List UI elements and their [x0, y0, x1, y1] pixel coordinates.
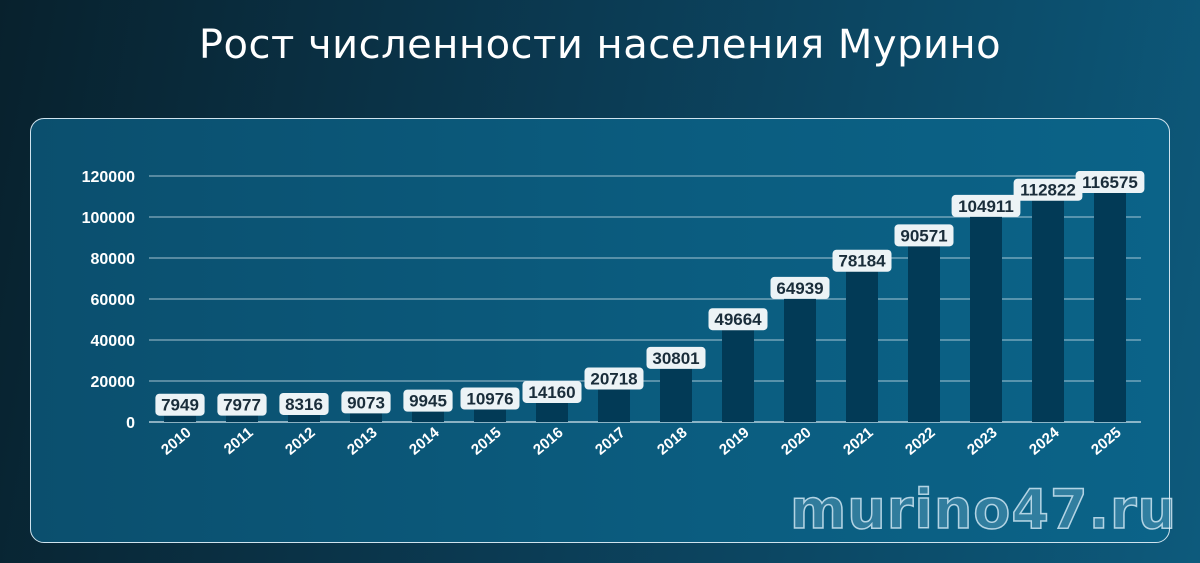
y-tick-label: 60000	[91, 292, 136, 309]
x-tick-label: 2018	[654, 424, 690, 458]
data-label: 7949	[161, 396, 199, 415]
data-label-box	[279, 392, 329, 415]
bar	[660, 358, 692, 422]
data-label: 49664	[714, 310, 762, 329]
y-tick-label: 100000	[82, 210, 135, 227]
x-tick-label: 2014	[406, 424, 443, 459]
x-axis-ticks: 2010 2011 2012 2013 2014 2015 2016 2017 2018 2019…	[158, 424, 1124, 459]
x-tick-label: 2023	[964, 424, 1000, 458]
y-tick-label: 80000	[91, 251, 136, 268]
data-label-box	[155, 393, 205, 416]
bar	[1032, 190, 1064, 422]
x-tick-label: 2022	[902, 424, 938, 458]
bar	[722, 320, 754, 422]
data-label: 112822	[1020, 181, 1076, 200]
chart-title: Рост численности населения Мурино	[198, 22, 1002, 68]
bar	[846, 261, 878, 422]
data-label-box	[646, 346, 706, 369]
data-label: 20718	[590, 370, 637, 389]
data-label: 7977	[223, 396, 261, 415]
x-tick-label: 2015	[468, 424, 504, 458]
data-label: 30801	[652, 349, 699, 368]
data-label: 9945	[409, 392, 447, 411]
bar	[784, 288, 816, 422]
y-tick-label: 40000	[91, 333, 136, 350]
x-tick-label: 2019	[716, 424, 752, 458]
x-tick-label: 2010	[158, 424, 194, 458]
x-tick-label: 2013	[344, 424, 380, 458]
x-tick-label: 2011	[221, 424, 257, 458]
data-label: 104911	[958, 197, 1014, 216]
data-label: 64939	[776, 279, 823, 298]
data-label: 10976	[466, 389, 513, 408]
data-label-box	[403, 389, 453, 412]
data-label: 116575	[1082, 173, 1138, 192]
y-tick-label: 0	[126, 415, 135, 432]
data-label: 78184	[838, 252, 886, 271]
data-label-box	[460, 387, 520, 410]
data-labels: 7949 7977 8316 9073 9945 10976 14160 20718 30801…	[155, 171, 1145, 416]
x-tick-label: 2025	[1088, 424, 1124, 458]
bar	[970, 206, 1002, 422]
data-label-box	[894, 224, 954, 247]
data-label: 8316	[285, 395, 323, 414]
data-label-box	[341, 391, 391, 414]
x-tick-label: 2021	[840, 424, 876, 458]
data-label: 9073	[347, 393, 385, 412]
data-label-box	[770, 276, 830, 299]
x-tick-label: 2020	[778, 424, 814, 458]
data-label-box	[217, 393, 267, 416]
data-label: 14160	[528, 383, 575, 402]
data-label-box	[1075, 171, 1145, 194]
bars	[164, 183, 1126, 422]
chart-panel: 0 20000 40000 60000 80000 100000 120000 2010 20…	[30, 118, 1170, 543]
data-label-box	[951, 194, 1021, 217]
y-axis-ticks: 0 20000 40000 60000 80000 100000 120000	[82, 169, 135, 432]
data-label-box	[584, 367, 644, 390]
data-label: 90571	[900, 226, 947, 245]
data-label-box	[1013, 178, 1083, 201]
data-label-box	[522, 380, 582, 403]
data-label-box	[708, 308, 768, 331]
x-tick-label: 2016	[530, 424, 566, 458]
y-tick-label: 120000	[82, 169, 135, 186]
x-tick-label: 2012	[282, 424, 318, 458]
bar	[1094, 183, 1126, 422]
x-tick-label: 2017	[592, 424, 628, 458]
x-tick-label: 2024	[1026, 424, 1063, 459]
bar	[908, 236, 940, 422]
data-label-box	[832, 249, 892, 272]
y-tick-label: 20000	[91, 374, 136, 391]
